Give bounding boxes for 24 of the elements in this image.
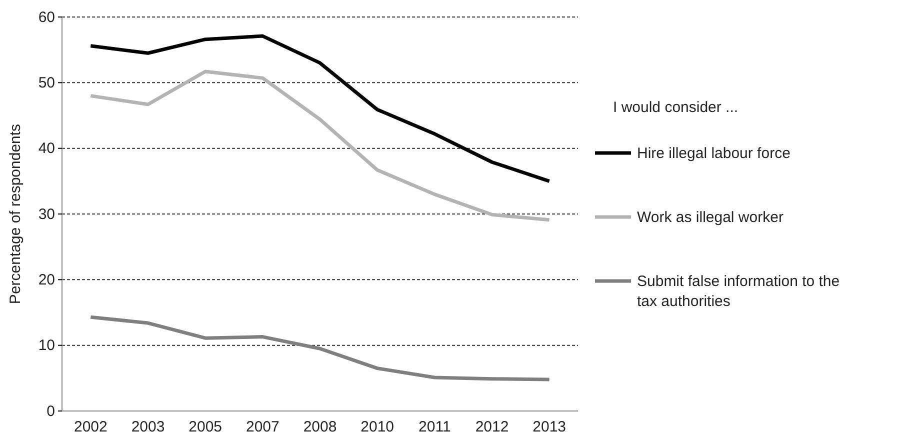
x-tick-label: 2012 (475, 418, 509, 436)
y-tick-label: 10 (38, 337, 55, 354)
x-tick-label: 2011 (418, 418, 451, 436)
line-series (88, 315, 552, 382)
y-tick-label: 30 (38, 206, 55, 223)
legend-label: Submit false information to the tax authorities (637, 273, 840, 310)
x-tick-label: 2008 (303, 418, 337, 436)
line-series (88, 34, 552, 183)
legend-label: Hire illegal labour force (637, 145, 790, 162)
x-tick-label: 2003 (131, 418, 165, 436)
y-tick-label: 0 (46, 402, 55, 420)
y-tick-label: 40 (38, 140, 55, 158)
x-tick-label: 2005 (188, 418, 222, 436)
legend-title: I would consider ... (613, 99, 738, 116)
y-tick-label: 50 (38, 74, 55, 92)
legend-label: Work as illegal worker (637, 209, 784, 226)
y-axis-title: Percentage of respondents (7, 124, 24, 304)
x-tick-label: 2002 (74, 418, 108, 436)
x-tick-label: 2007 (246, 418, 280, 436)
y-tick-label: 60 (38, 8, 55, 26)
x-tick-label: 2013 (532, 418, 566, 436)
line-series (88, 70, 552, 222)
y-tick-label: 20 (38, 271, 55, 288)
x-tick-label: 2010 (360, 418, 394, 436)
